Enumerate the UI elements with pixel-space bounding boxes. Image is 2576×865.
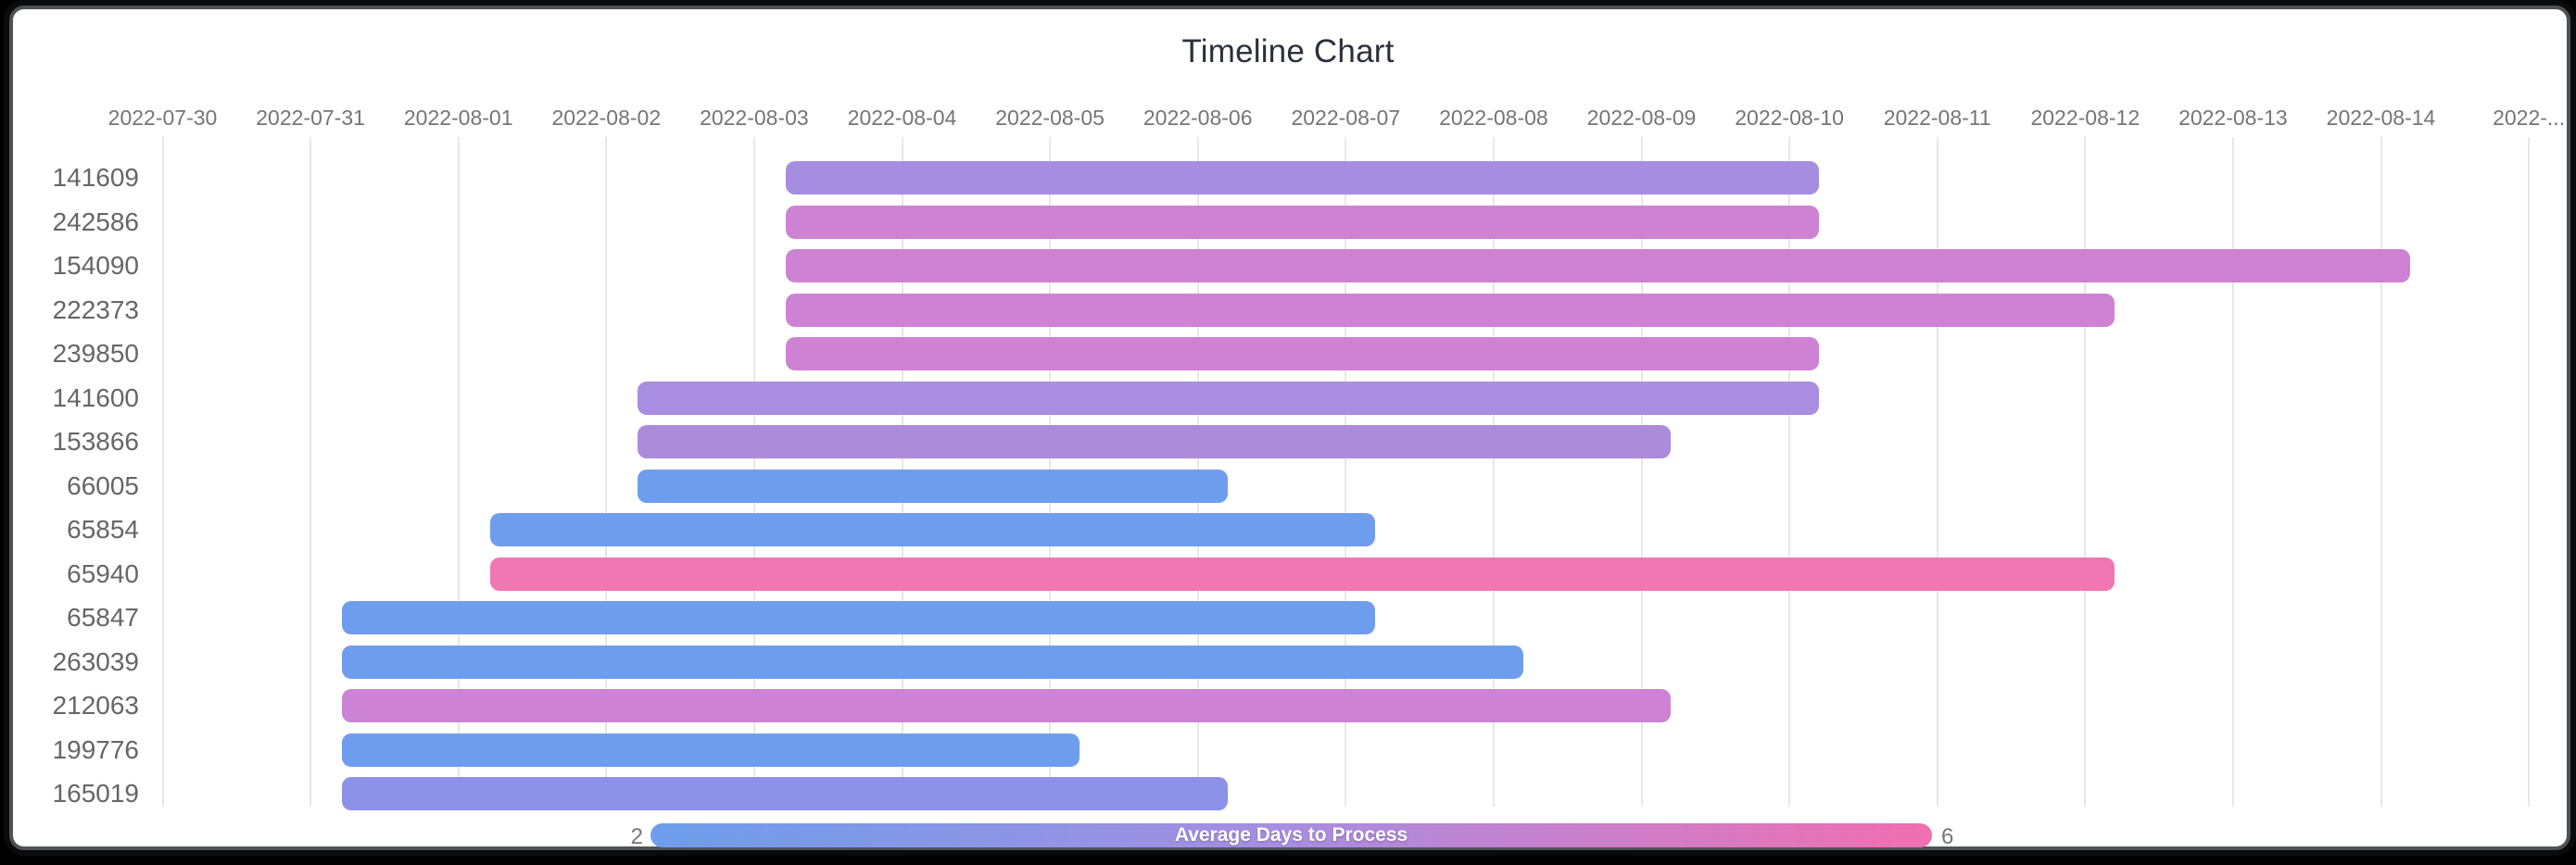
y-axis-row-label: 212063 [52, 691, 139, 720]
timeline-bar[interactable] [785, 249, 2411, 282]
gridline [457, 137, 460, 807]
y-axis-row-label: 239850 [52, 339, 139, 368]
timeline-bar[interactable] [638, 469, 1228, 503]
timeline-bar[interactable] [785, 337, 1820, 370]
timeline-bar[interactable] [342, 777, 1228, 810]
legend-max-label: 6 [1941, 824, 1954, 849]
x-axis-tick-label: 2022-... [2493, 106, 2566, 130]
y-axis-row-label: 154090 [52, 251, 139, 280]
x-axis-tick-label: 2022-08-13 [2178, 106, 2288, 130]
y-axis-row-label: 199776 [52, 734, 139, 764]
x-axis-tick-label: 2022-08-11 [1883, 106, 1991, 130]
timeline-bar[interactable] [638, 425, 1672, 458]
legend-title: Average Days to Process [1174, 824, 1408, 846]
x-axis-tick-label: 2022-08-01 [403, 106, 513, 130]
y-axis-row-label: 263039 [52, 646, 139, 676]
gridline [1936, 137, 1938, 807]
timeline-bar[interactable] [785, 205, 1820, 239]
y-axis-row-label: 65854 [67, 515, 139, 544]
y-axis-row-label: 141609 [52, 163, 139, 192]
x-axis-tick-label: 2022-08-14 [2326, 106, 2436, 130]
timeline-bar[interactable] [342, 645, 1523, 679]
gridline [161, 137, 164, 807]
x-axis-tick-label: 2022-07-31 [256, 106, 365, 130]
x-axis-tick-label: 2022-08-07 [1291, 106, 1401, 130]
y-axis-row-label: 222373 [52, 295, 139, 324]
timeline-bar[interactable] [785, 293, 2115, 327]
y-axis-row-label: 165019 [52, 779, 139, 808]
y-axis-row-label: 141600 [52, 382, 139, 412]
timeline-bar[interactable] [342, 733, 1080, 767]
gridline [309, 137, 312, 807]
x-axis-tick-label: 2022-08-12 [2030, 106, 2140, 130]
legend-min-label: 2 [630, 824, 643, 849]
x-axis-tick-label: 2022-08-02 [551, 106, 662, 130]
y-axis-row-label: 153866 [52, 427, 139, 456]
timeline-bar[interactable] [342, 601, 1376, 634]
gridline [1345, 137, 1347, 807]
gridline [1640, 137, 1643, 807]
x-axis-tick-label: 2022-08-10 [1735, 106, 1844, 130]
y-axis-row-label: 66005 [67, 470, 139, 500]
x-axis-tick-label: 2022-08-09 [1586, 106, 1697, 130]
x-axis-tick-label: 2022-08-05 [995, 106, 1105, 130]
gridline [605, 137, 608, 807]
x-axis-tick-label: 2022-08-08 [1439, 106, 1548, 130]
gridline [1788, 137, 1791, 807]
timeline-bar[interactable] [342, 689, 1672, 722]
chart-title: Timeline Chart [1181, 33, 1395, 69]
x-axis-tick-label: 2022-08-04 [847, 106, 957, 130]
gridline [2528, 137, 2531, 807]
y-axis-row-label: 65847 [67, 603, 139, 632]
y-axis-row-label: 242586 [52, 207, 139, 236]
y-axis-row-label: 65940 [67, 558, 139, 588]
gridline [2084, 137, 2087, 807]
legend-gradient-bar: Average Days to Process [650, 823, 1932, 847]
gridline [2231, 137, 2234, 807]
legend: 2 Average Days to Process 6 [0, 822, 2576, 849]
timeline-bar[interactable] [638, 381, 1820, 415]
x-axis-tick-label: 2022-07-30 [107, 106, 218, 130]
timeline-bar[interactable] [489, 557, 2115, 591]
x-axis-tick-label: 2022-08-03 [700, 106, 809, 130]
timeline-bar[interactable] [785, 161, 1820, 194]
timeline-bar[interactable] [489, 513, 1376, 546]
gridline [2380, 137, 2382, 807]
x-axis-tick-label: 2022-08-06 [1143, 106, 1253, 130]
gridline [1492, 137, 1495, 807]
